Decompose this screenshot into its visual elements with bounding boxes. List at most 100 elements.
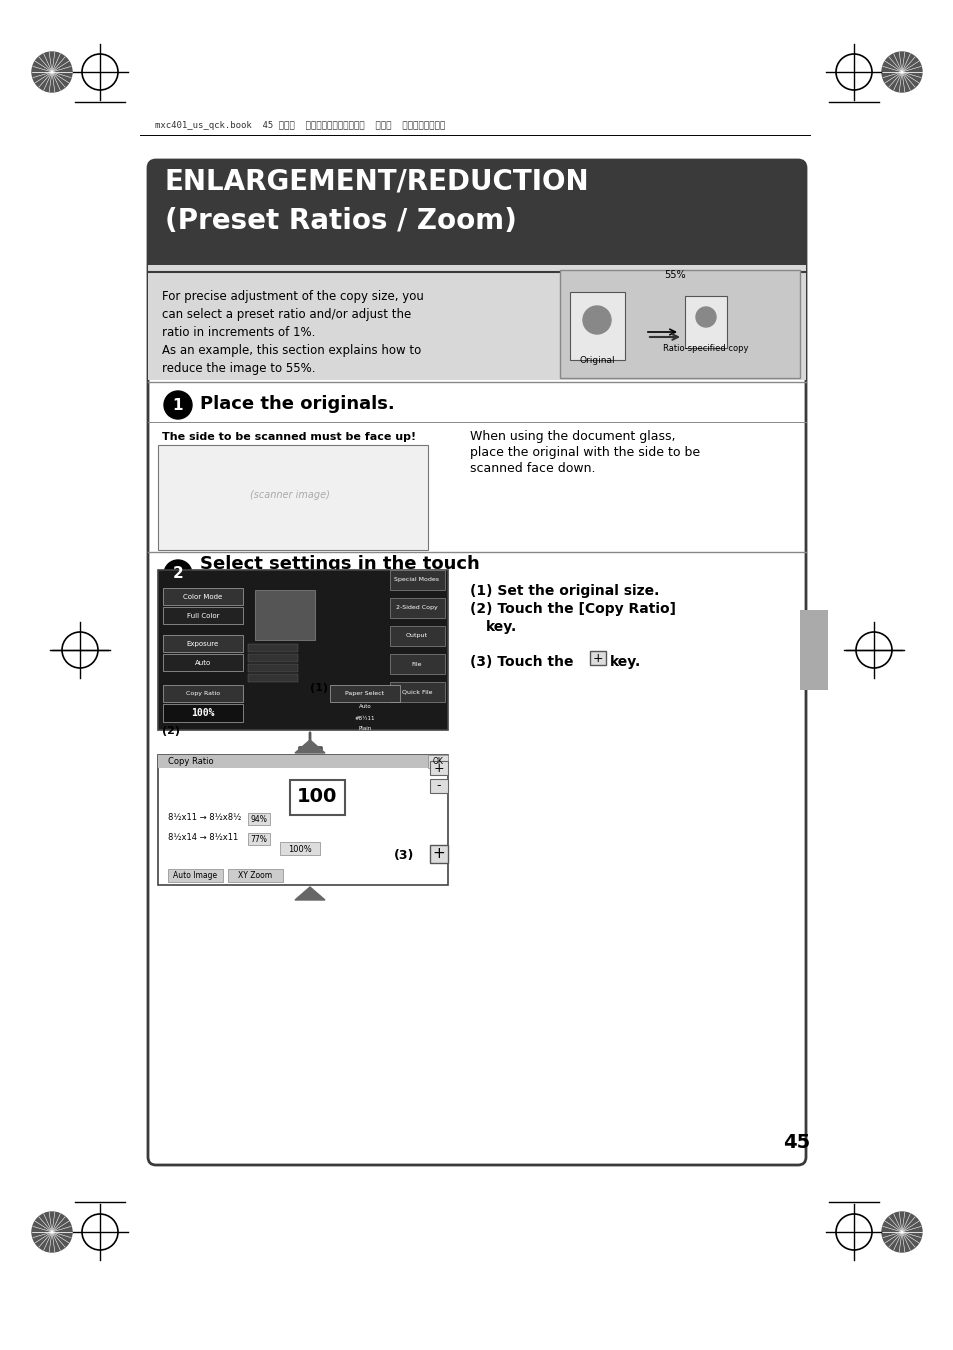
Text: mxc401_us_qck.book  45 ページ  ２００８年１０月１６日  木曜日  午前１０時５１分: mxc401_us_qck.book 45 ページ ２００８年１０月１６日 木曜… <box>154 122 445 130</box>
Text: File: File <box>412 662 422 667</box>
Bar <box>248 644 297 652</box>
Text: 2: 2 <box>172 567 183 582</box>
Text: (Preset Ratios / Zoom): (Preset Ratios / Zoom) <box>165 207 517 235</box>
Bar <box>163 653 243 671</box>
Text: +: + <box>432 846 445 861</box>
Bar <box>248 674 297 682</box>
Text: 100%: 100% <box>191 707 214 718</box>
Text: Place the originals.: Place the originals. <box>200 396 395 413</box>
Text: XY Zoom: XY Zoom <box>237 872 272 880</box>
Text: 77%: 77% <box>251 834 267 844</box>
Text: (3) Touch the: (3) Touch the <box>470 655 573 670</box>
Bar <box>800 610 827 690</box>
Text: #8½11: #8½11 <box>355 716 375 721</box>
Text: reduce the image to 55%.: reduce the image to 55%. <box>162 362 315 375</box>
Bar <box>158 755 448 768</box>
Text: OK: OK <box>432 756 443 765</box>
Bar <box>390 682 444 702</box>
Text: place the original with the side to be: place the original with the side to be <box>470 446 700 459</box>
Bar <box>430 761 448 775</box>
Circle shape <box>582 306 610 333</box>
Bar <box>569 292 624 360</box>
Text: Color Mode: Color Mode <box>183 594 222 599</box>
Text: Quick File: Quick File <box>401 690 432 694</box>
Text: key.: key. <box>609 655 640 670</box>
Text: When using the document glass,: When using the document glass, <box>470 431 675 443</box>
Text: Output: Output <box>406 633 428 639</box>
Bar <box>390 598 444 618</box>
Text: 8½x11 → 8½x8½: 8½x11 → 8½x8½ <box>168 813 241 822</box>
Text: panel.: panel. <box>200 575 263 593</box>
Text: Original: Original <box>578 356 614 365</box>
FancyBboxPatch shape <box>148 161 805 1165</box>
Circle shape <box>32 1212 71 1251</box>
Bar <box>163 608 243 624</box>
Bar <box>589 651 605 666</box>
Text: 100: 100 <box>296 787 336 806</box>
Bar <box>163 684 243 702</box>
Text: Full Color: Full Color <box>187 613 219 620</box>
Text: (scanner image): (scanner image) <box>250 490 330 500</box>
Text: (2): (2) <box>162 726 180 736</box>
Bar <box>559 270 800 378</box>
Bar <box>280 842 319 855</box>
Text: 45: 45 <box>781 1133 809 1152</box>
Text: (1) Set the original size.: (1) Set the original size. <box>470 585 659 598</box>
Text: The side to be scanned must be face up!: The side to be scanned must be face up! <box>162 432 416 441</box>
Text: +: + <box>434 761 444 775</box>
Text: Plain: Plain <box>358 726 372 732</box>
Text: As an example, this section explains how to: As an example, this section explains how… <box>162 344 421 356</box>
Bar <box>248 833 270 845</box>
Circle shape <box>164 560 192 589</box>
Text: For precise adjustment of the copy size, you: For precise adjustment of the copy size,… <box>162 290 423 302</box>
Text: Copy Ratio: Copy Ratio <box>186 691 220 697</box>
Circle shape <box>882 1212 921 1251</box>
Bar <box>163 703 243 722</box>
Text: Paper Select: Paper Select <box>345 691 384 697</box>
Text: Ratio-specified copy: Ratio-specified copy <box>662 344 748 352</box>
Polygon shape <box>294 740 325 753</box>
Bar <box>168 869 223 882</box>
Circle shape <box>164 392 192 418</box>
Bar <box>290 780 345 815</box>
Text: 55%: 55% <box>663 270 685 279</box>
Bar <box>248 813 270 825</box>
Text: Special Modes: Special Modes <box>395 578 439 582</box>
Text: (2) Touch the [Copy Ratio]: (2) Touch the [Copy Ratio] <box>470 602 676 616</box>
Bar <box>390 626 444 647</box>
Bar <box>158 570 448 730</box>
Text: Select settings in the touch: Select settings in the touch <box>200 555 479 572</box>
Circle shape <box>696 306 716 327</box>
Text: 2-Sided Copy: 2-Sided Copy <box>395 606 437 610</box>
Bar <box>684 296 726 348</box>
Bar <box>148 265 805 379</box>
Text: key.: key. <box>485 620 517 634</box>
Bar <box>248 664 297 672</box>
Bar <box>430 845 448 863</box>
Text: +: + <box>592 652 602 664</box>
Text: 94%: 94% <box>251 814 267 824</box>
Text: can select a preset ratio and/or adjust the: can select a preset ratio and/or adjust … <box>162 308 411 321</box>
Bar <box>254 590 314 640</box>
Circle shape <box>882 53 921 92</box>
Bar <box>390 653 444 674</box>
Text: Exposure: Exposure <box>187 641 219 647</box>
Bar <box>163 634 243 652</box>
Bar <box>158 446 428 549</box>
Bar <box>158 755 448 886</box>
Polygon shape <box>294 887 325 900</box>
Text: -: - <box>436 779 441 792</box>
Text: ENLARGEMENT/REDUCTION: ENLARGEMENT/REDUCTION <box>165 167 589 194</box>
Text: Auto: Auto <box>194 660 211 666</box>
Bar <box>430 779 448 792</box>
Text: 8½x14 → 8½x11: 8½x14 → 8½x11 <box>168 833 238 841</box>
Bar <box>428 755 448 768</box>
Text: Copy Ratio: Copy Ratio <box>168 756 213 765</box>
Bar <box>330 684 399 702</box>
Text: 100%: 100% <box>288 845 312 853</box>
Text: (3): (3) <box>394 849 414 863</box>
Circle shape <box>32 53 71 92</box>
Bar <box>228 869 283 882</box>
Text: scanned face down.: scanned face down. <box>470 462 595 475</box>
Text: Auto Image: Auto Image <box>172 872 217 880</box>
